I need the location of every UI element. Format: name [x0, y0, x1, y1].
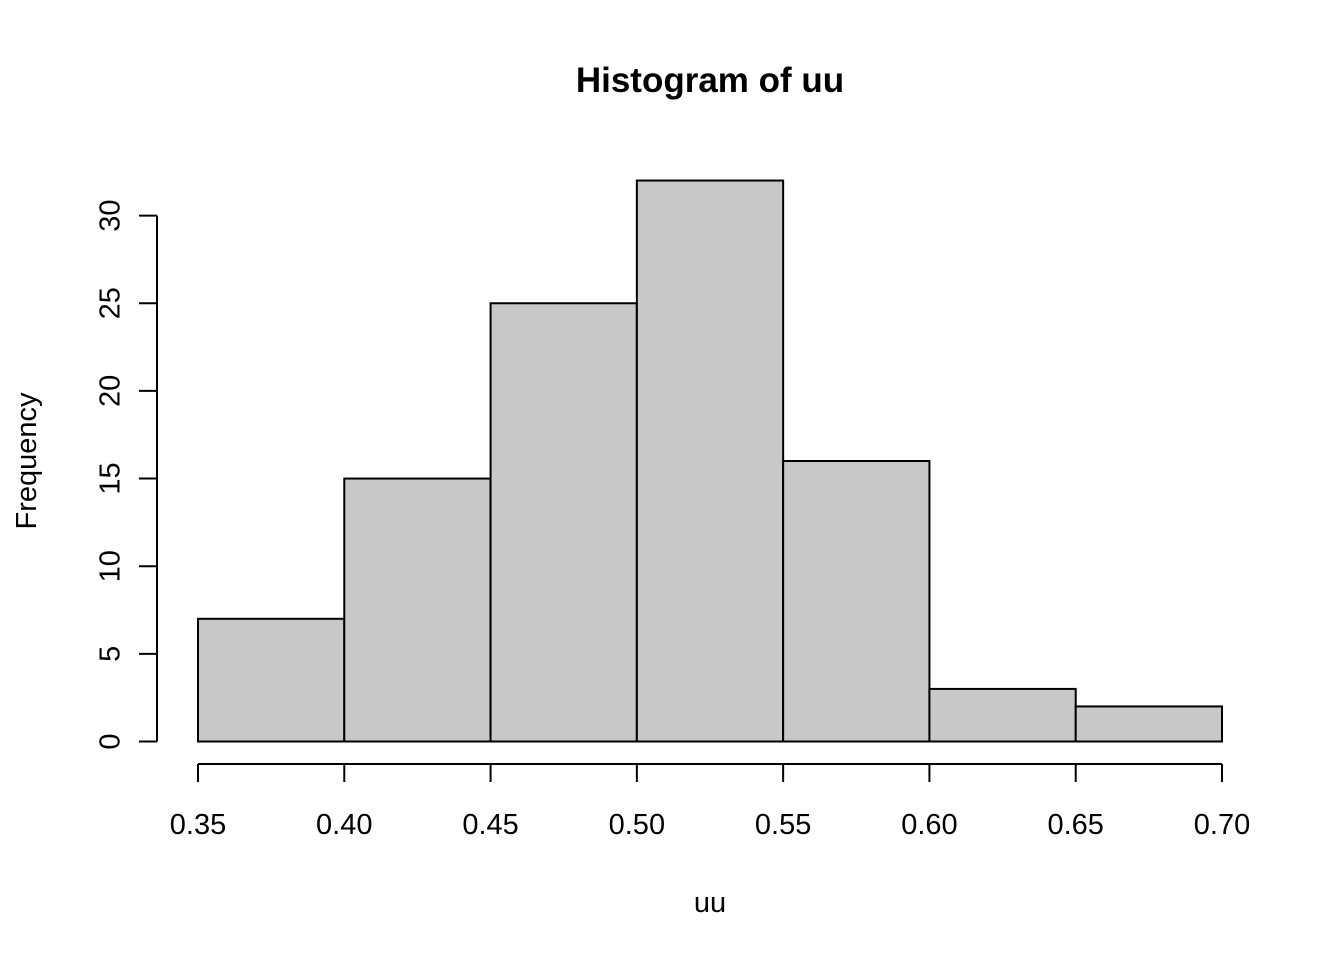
y-axis-ticks: 0 5 10 15 20 25 30 [94, 199, 157, 750]
histogram-bar-3 [635, 179, 785, 743]
histogram-bar-0 [197, 617, 346, 743]
histogram-bar-1 [343, 477, 492, 743]
x-tick-label-4: 0.55 [755, 809, 811, 841]
y-tick-label-2: 10 [94, 550, 126, 582]
x-tick-label-3: 0.50 [609, 809, 665, 841]
histogram-bars [197, 179, 1223, 743]
y-tick-label-3: 15 [94, 462, 126, 494]
chart-title: Histogram of uu [576, 61, 844, 100]
x-tick-label-6: 0.65 [1047, 809, 1103, 841]
x-axis-label: uu [694, 887, 726, 919]
x-axis-ticks: 0.35 0.40 0.45 0.50 0.55 0.60 0.65 0.70 [170, 764, 1250, 841]
x-tick-label-7: 0.70 [1194, 809, 1250, 841]
histogram-bar-5 [928, 687, 1077, 743]
y-tick-label-4: 20 [94, 375, 126, 407]
y-tick-label-5: 25 [94, 287, 126, 319]
x-tick-label-5: 0.60 [901, 809, 957, 841]
y-tick-label-6: 30 [94, 199, 126, 231]
y-tick-label-0: 0 [94, 733, 126, 749]
histogram-bar-2 [489, 302, 638, 743]
x-tick-label-0: 0.35 [170, 809, 226, 841]
histogram-bar-4 [782, 460, 931, 743]
x-tick-label-2: 0.45 [462, 809, 518, 841]
y-tick-label-1: 5 [94, 646, 126, 662]
x-tick-label-1: 0.40 [316, 809, 372, 841]
y-axis-label: Frequency [11, 392, 43, 530]
histogram-bar-6 [1074, 705, 1223, 743]
